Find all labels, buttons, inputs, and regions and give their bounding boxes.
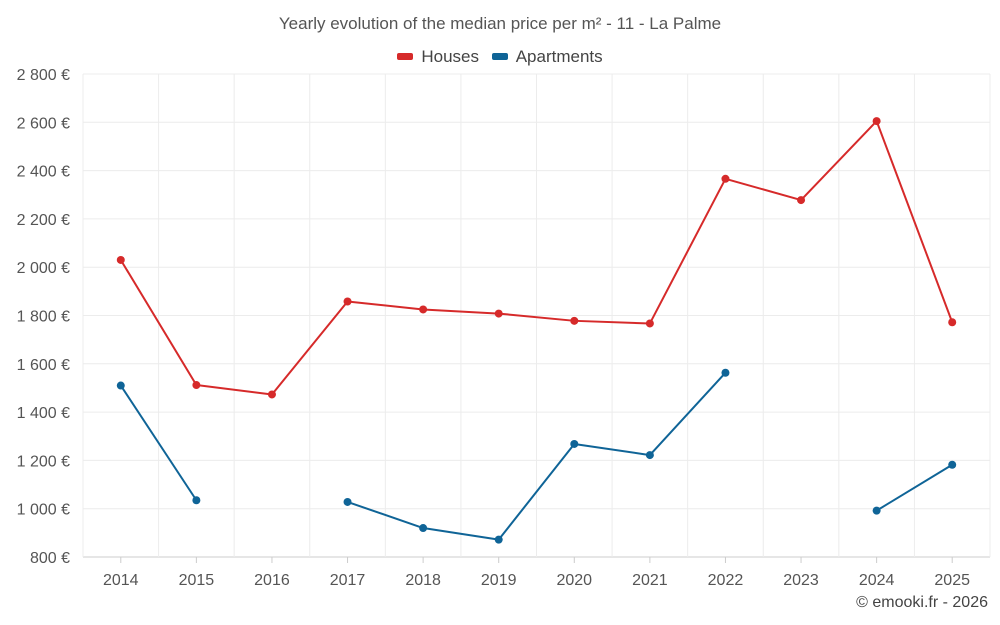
series-line-apartments xyxy=(347,372,727,541)
y-tick-label: 2 200 € xyxy=(17,212,70,229)
y-tick-label: 1 800 € xyxy=(17,309,70,326)
legend-item-apartments[interactable]: Apartments xyxy=(491,46,603,67)
y-tick-label: 1 400 € xyxy=(17,405,70,422)
data-point-houses xyxy=(494,309,503,318)
data-point-houses xyxy=(645,319,654,328)
x-tick-label: 2020 xyxy=(556,572,592,589)
data-point-apartments xyxy=(872,506,881,515)
data-point-houses xyxy=(570,316,579,325)
data-point-apartments xyxy=(116,381,125,390)
data-point-apartments xyxy=(419,524,428,533)
x-tick-label: 2021 xyxy=(632,572,668,589)
x-tick-label: 2018 xyxy=(405,572,441,589)
y-tick-label: 800 € xyxy=(30,550,70,567)
y-tick-label: 2 800 € xyxy=(17,67,70,84)
x-tick-label: 2017 xyxy=(330,572,366,589)
legend-label-houses: Houses xyxy=(421,46,479,66)
data-point-houses xyxy=(116,255,125,264)
legend-swatch-houses xyxy=(397,53,414,60)
series-line-apartments xyxy=(119,384,198,501)
data-point-houses xyxy=(192,381,201,390)
data-point-houses xyxy=(419,305,428,314)
data-point-houses xyxy=(267,390,276,399)
series-line-houses xyxy=(119,120,954,396)
credit-text: © emooki.fr - 2026 xyxy=(856,594,988,611)
x-tick-label: 2016 xyxy=(254,572,290,589)
data-point-apartments xyxy=(494,535,503,544)
data-point-houses xyxy=(948,318,957,327)
data-point-houses xyxy=(797,196,806,205)
y-tick-label: 2 000 € xyxy=(17,260,70,277)
data-point-apartments xyxy=(645,451,654,460)
legend: Houses Apartments xyxy=(0,45,1000,67)
data-point-apartments xyxy=(721,368,730,377)
data-point-apartments xyxy=(570,439,579,448)
data-point-houses xyxy=(721,174,730,183)
data-point-apartments xyxy=(948,460,957,469)
x-tick-label: 2014 xyxy=(103,572,139,589)
y-tick-label: 2 600 € xyxy=(17,115,70,132)
y-tick-label: 1 200 € xyxy=(17,453,70,470)
chart-title: Yearly evolution of the median price per… xyxy=(278,14,722,33)
legend-swatch-apartments xyxy=(491,53,508,60)
legend-label-apartments: Apartments xyxy=(515,46,603,66)
x-tick-label: 2019 xyxy=(481,572,517,589)
data-point-apartments xyxy=(192,496,201,505)
data-point-apartments xyxy=(343,497,352,506)
x-tick-label: 2022 xyxy=(708,572,744,589)
data-point-houses xyxy=(872,117,881,126)
legend-item-houses[interactable]: Houses xyxy=(397,47,479,67)
x-tick-label: 2024 xyxy=(859,572,895,589)
series-line-apartments xyxy=(876,463,953,512)
y-tick-label: 1 600 € xyxy=(17,357,70,374)
y-tick-label: 1 000 € xyxy=(17,502,70,519)
y-tick-label: 2 400 € xyxy=(17,164,70,181)
x-tick-label: 2023 xyxy=(783,572,819,589)
x-tick-label: 2025 xyxy=(934,572,970,589)
x-tick-label: 2015 xyxy=(179,572,215,589)
data-point-houses xyxy=(343,297,352,306)
